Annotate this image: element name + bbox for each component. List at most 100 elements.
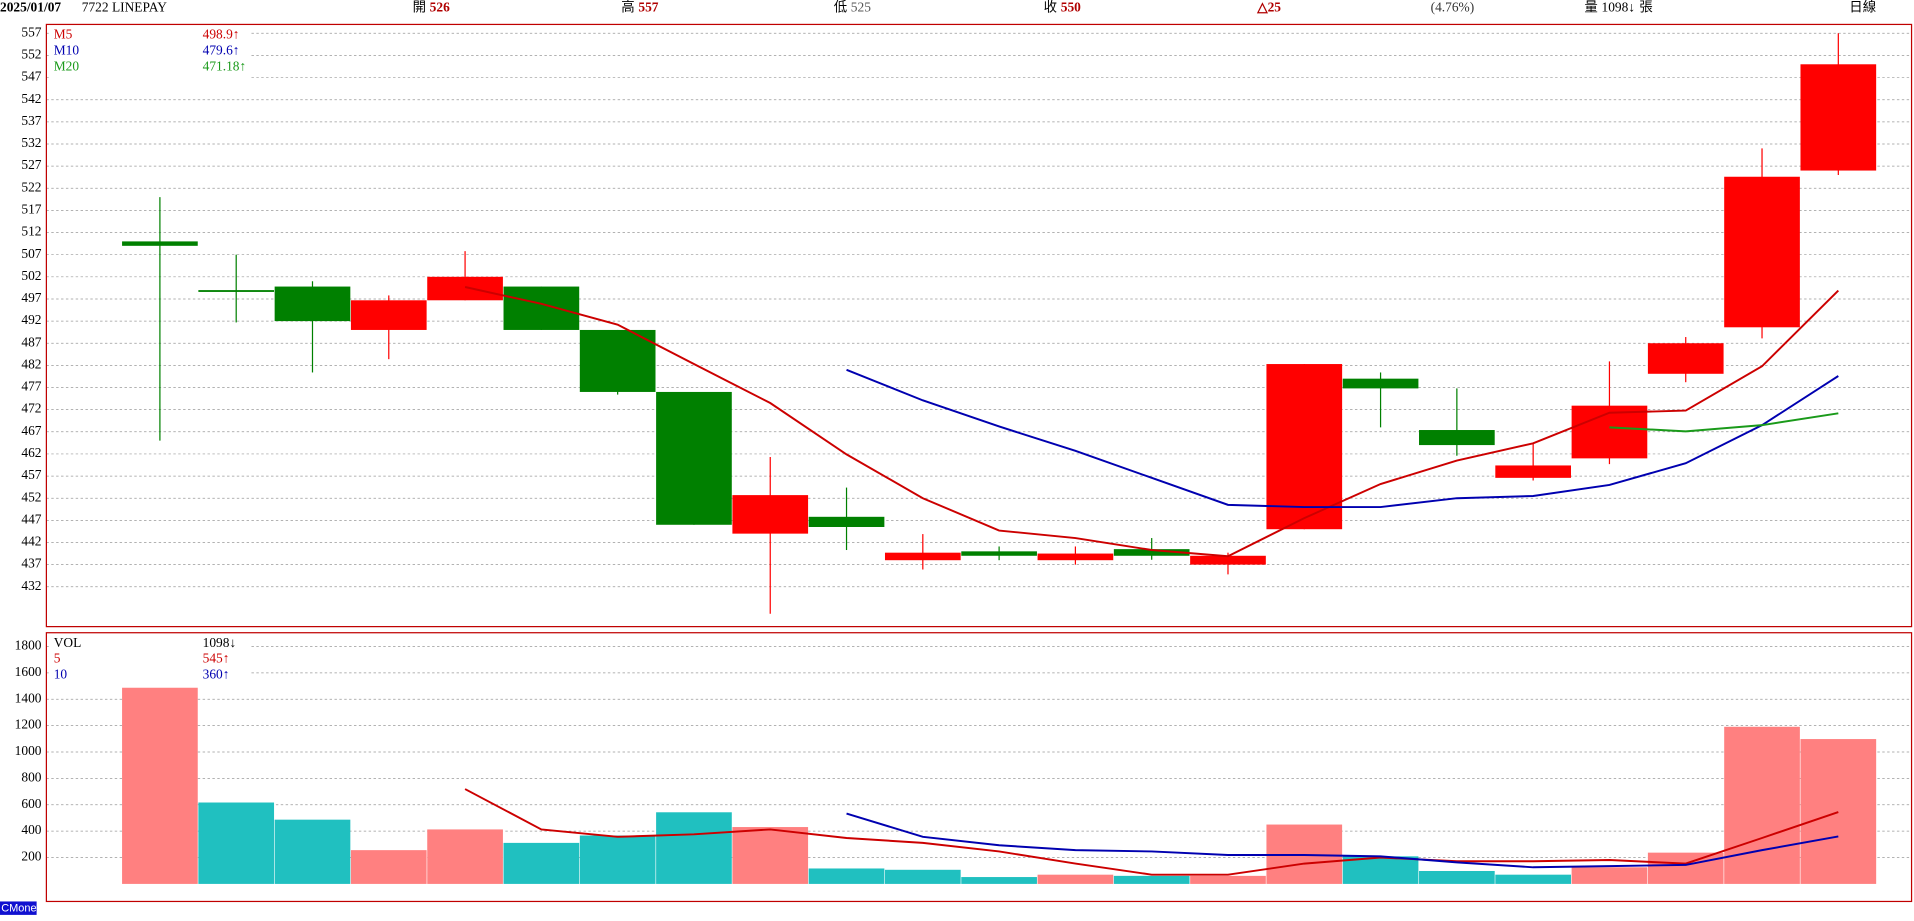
volume-label: 量 [1584,0,1597,15]
legend-name: M20 [54,58,80,73]
change: △25 [1256,0,1281,15]
candle-body [1495,465,1571,478]
candle-body [1342,378,1419,389]
moving-average-line [464,788,1839,876]
y-tick-label: 547 [21,69,41,84]
volume-bar [961,877,1037,884]
candle-body [427,276,503,301]
legend-name: 5 [54,651,61,666]
legend-name: VOL [54,635,82,650]
y-tick-label: 497 [21,290,41,305]
candle-body [1800,64,1877,171]
high-label: 高 [621,0,634,15]
volume-bar [808,868,885,884]
volume-bar [1647,852,1724,884]
y-tick-label: 452 [21,489,41,504]
y-tick-label: 542 [21,91,41,106]
legend-value: 471.18↑ [203,58,247,73]
brand-badge [0,901,37,915]
open-label: 開 [413,0,426,15]
volume-bar [884,869,961,884]
volume-bar [1571,867,1648,884]
volume-bar [274,819,351,884]
y-tick-label: 400 [21,822,41,837]
symbol: 7722 LINEPAY [82,0,167,15]
y-tick-label: 502 [21,268,41,283]
legend-value: 498.9↑ [203,26,240,41]
y-tick-label: 507 [21,246,41,261]
volume-bar [732,827,809,884]
volume-bar [1419,870,1495,884]
period: 日線 [1849,0,1876,15]
candle-body [1113,549,1190,556]
volume-bar [1724,726,1800,884]
y-tick-label: 437 [21,556,41,571]
legend-box [48,635,251,687]
y-tick-label: 462 [21,445,41,460]
legend-name: M10 [54,42,80,57]
volume-bar [1113,875,1190,884]
candle-body [122,241,198,246]
candle-body [1037,553,1114,561]
high-value: 557 [638,0,658,15]
volume-bar [1190,875,1266,884]
candle-body [1419,430,1495,446]
volume-bar [1800,739,1877,884]
low-value: 525 [851,0,871,15]
volume-unit: 張 [1639,0,1652,15]
y-tick-label: 532 [21,135,41,150]
y-tick-label: 537 [21,113,41,128]
candle-body [1571,405,1648,459]
moving-average-line [464,286,1840,558]
volume-bar [350,850,427,884]
candle-body [884,552,961,561]
y-tick-label: 487 [21,334,41,349]
legend-value: 1098↓ [203,635,237,650]
panel-border [45,23,1913,628]
y-tick-label: 1600 [15,664,42,679]
low-label: 低 [834,0,847,15]
date: 2025/01/07 [0,0,61,15]
candle-body [732,495,809,534]
volume-bar [656,812,732,884]
volume-bar [1495,874,1571,884]
volume-bar [579,835,656,884]
y-tick-label: 512 [21,224,41,239]
volume-bar [503,842,580,884]
volume-bar [1037,874,1114,884]
y-tick-label: 442 [21,534,41,549]
y-tick-label: 1800 [15,638,42,653]
candle-body [198,290,275,292]
y-tick-label: 447 [21,511,41,526]
y-tick-label: 432 [21,578,41,593]
candle-body [274,286,351,322]
y-tick-label: 517 [21,201,41,216]
candle-body [961,551,1037,556]
open-value: 526 [430,0,450,15]
change-pct: (4.76%) [1431,0,1475,15]
y-tick-label: 200 [21,849,41,864]
volume-bar [427,829,503,884]
y-tick-label: 1200 [15,717,42,732]
y-tick-label: 457 [21,467,41,482]
moving-average-line [846,368,1839,509]
y-tick-label: 482 [21,356,41,371]
candle-body [350,300,427,330]
legend-box [48,26,251,79]
y-tick-label: 1400 [15,690,42,705]
y-tick-label: 477 [21,379,41,394]
close-label: 收 [1044,0,1057,15]
candle-body [1724,176,1800,328]
moving-average-line [1609,412,1839,433]
candle-body [808,516,885,527]
volume-bar [198,802,275,884]
y-tick-label: 1000 [15,743,42,758]
candle-body [579,329,656,392]
legend-value: 545↑ [203,651,230,666]
y-tick-label: 600 [21,796,41,811]
legend-value: 479.6↑ [203,42,240,57]
y-tick-label: 527 [21,157,41,172]
y-tick-label: 522 [21,179,41,194]
